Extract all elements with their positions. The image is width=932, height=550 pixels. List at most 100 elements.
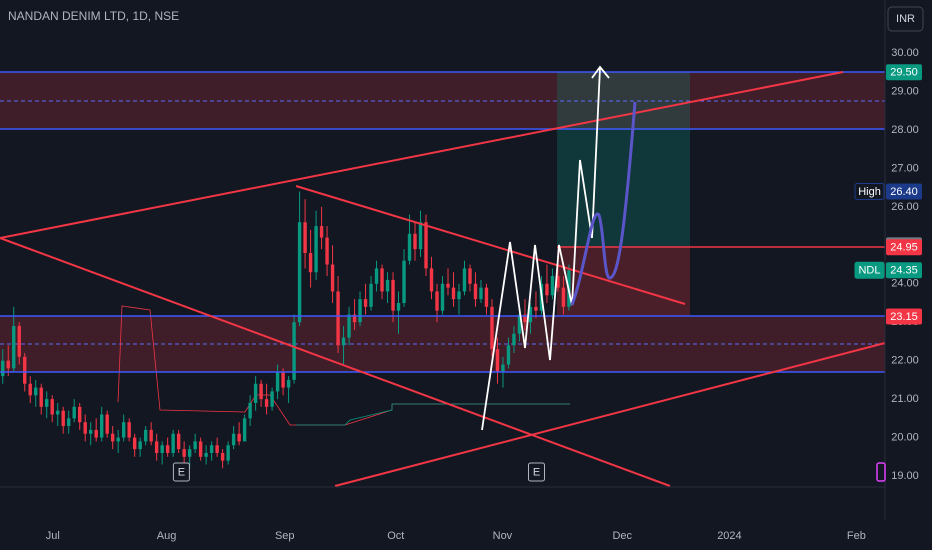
candle-body [314, 226, 318, 273]
candle-body [23, 356, 27, 384]
candle-body [451, 287, 456, 300]
candle-body [391, 279, 395, 311]
candle-body [143, 429, 148, 442]
candle-body [534, 306, 538, 311]
y-tick-label: 28.00 [891, 124, 919, 136]
event-label: E [178, 466, 185, 478]
candle-body [462, 268, 467, 292]
price-tag-name-box [854, 261, 885, 279]
candle-body [336, 291, 340, 346]
candle-body [83, 422, 87, 434]
candle-body [402, 260, 406, 303]
candle-body [121, 422, 126, 438]
trend-line [334, 342, 886, 487]
arrow-head [591, 65, 610, 79]
candle-body [12, 326, 16, 369]
candle-body [424, 222, 428, 269]
candle-body [429, 268, 434, 292]
candle-body [160, 445, 164, 453]
y-tick-label: 29.00 [891, 85, 919, 97]
candle-body [94, 429, 98, 438]
candle-body [495, 349, 500, 373]
candle-body [446, 283, 450, 288]
y-tick-label: 22.00 [891, 355, 919, 367]
price-tag-label: 26.40 [890, 186, 918, 198]
candle-body [286, 379, 291, 388]
candle-body [556, 276, 560, 288]
price-tag-name: NDL [858, 265, 880, 277]
candle-body [1, 360, 5, 377]
candle-body [226, 445, 230, 461]
candle-body [78, 406, 82, 423]
candle-body [209, 445, 214, 453]
candle-body [407, 233, 412, 261]
trend-line [0, 71, 844, 239]
currency[interactable]: INR [896, 13, 915, 25]
y-tick-label: 19.00 [891, 470, 919, 482]
candle-body [369, 283, 373, 307]
time-axis [0, 520, 932, 550]
candle-body [275, 372, 280, 392]
candle-body [248, 402, 252, 419]
candle-body [45, 399, 49, 407]
candle-body [528, 306, 533, 323]
candle-body [270, 391, 274, 407]
y-tick-label: 24.00 [891, 278, 919, 290]
price-tag-name: High [858, 186, 881, 198]
x-tick-label: Jul [46, 530, 60, 542]
candle-body [259, 383, 263, 400]
projection-path [481, 67, 601, 431]
candle-body [330, 264, 335, 292]
price-tag-label: 29.50 [890, 67, 918, 79]
candle-body [292, 322, 296, 380]
candle-body [374, 268, 379, 284]
candle-body [6, 360, 10, 369]
candle-body [484, 287, 489, 307]
price-tag [886, 183, 922, 200]
x-tick-label: Nov [493, 530, 513, 542]
candle-body [523, 314, 527, 323]
x-tick-label: Dec [612, 530, 632, 542]
price-tag [886, 239, 922, 256]
candle-body [396, 302, 401, 311]
candle-body [325, 237, 329, 265]
candle-body [341, 337, 346, 346]
candle-body [440, 283, 445, 311]
y-tick-label: 27.00 [891, 162, 919, 174]
price-tag [886, 64, 922, 81]
candle-body [182, 449, 186, 457]
candle-body [517, 314, 522, 334]
candle-body [264, 399, 269, 407]
candle-body [176, 433, 181, 450]
price-tag-label: 24.35 [890, 265, 918, 277]
candle-body [319, 226, 324, 238]
event-marker [527, 462, 545, 482]
candle-body [116, 437, 120, 442]
candle-body [380, 268, 384, 292]
candle-body [561, 287, 566, 307]
x-tick-label: Sep [275, 530, 295, 542]
event-marker [172, 462, 190, 482]
candle-body [204, 452, 208, 457]
candle-body [132, 437, 137, 450]
x-tick-label: Aug [157, 530, 177, 542]
candle-body [242, 418, 247, 442]
candle-body [303, 222, 307, 254]
candle-body [237, 433, 241, 442]
currency-button[interactable] [887, 6, 924, 32]
price-tag-label: 23.15 [890, 311, 918, 323]
candle-body [506, 345, 511, 365]
candle-body [50, 399, 54, 415]
candle-body [105, 414, 109, 434]
candle-body [61, 410, 65, 427]
price-tag-name-box [854, 182, 885, 200]
candle-body [231, 433, 236, 446]
candle-body [435, 291, 439, 311]
candle-body [363, 299, 368, 307]
candle-body [67, 418, 71, 427]
candle-body [193, 441, 197, 450]
candle-body [501, 364, 505, 373]
x-tick-label: 2024 [717, 530, 741, 542]
